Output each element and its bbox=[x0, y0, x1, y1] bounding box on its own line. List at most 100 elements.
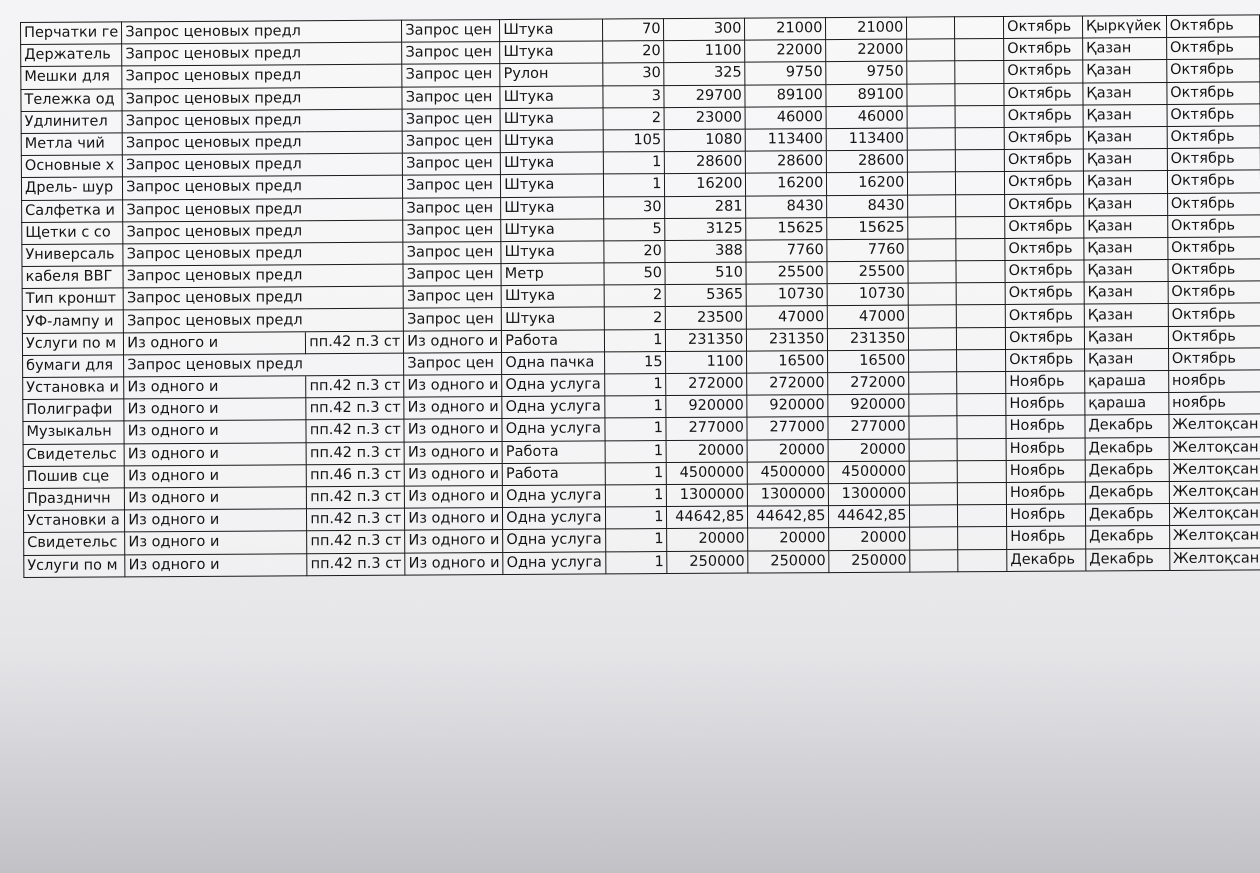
cell-empty bbox=[956, 349, 1006, 372]
cell-unit: Одна услуга bbox=[502, 484, 606, 508]
cell-legal-basis: пп.42 п.3 ст bbox=[307, 552, 406, 576]
cell-month-ru: Октябрь bbox=[1003, 38, 1083, 61]
cell-unit: Штука bbox=[500, 196, 604, 220]
cell-month-ru-alt: Октябрь bbox=[1167, 281, 1260, 304]
cell-planned-sum: 16200 bbox=[826, 172, 908, 196]
cell-month-kz: Қыркүйек bbox=[1082, 15, 1167, 39]
cell-total-sum: 231350 bbox=[746, 328, 828, 351]
cell-legal-basis bbox=[305, 242, 404, 265]
cell-quantity: 2 bbox=[603, 306, 666, 330]
cell-unit: Рулон bbox=[499, 63, 603, 87]
cell-total-sum: 9750 bbox=[745, 61, 827, 85]
cell-empty bbox=[907, 61, 956, 84]
cell-unit: Одна услуга bbox=[502, 551, 606, 575]
cell-unit: Штука bbox=[500, 85, 603, 109]
cell-planned-sum: 46000 bbox=[826, 105, 908, 129]
cell-total-sum: 1300000 bbox=[747, 483, 829, 507]
cell-total-sum: 20000 bbox=[747, 439, 829, 462]
cell-month-ru: Ноябрь bbox=[1006, 504, 1086, 527]
cell-method-short: Из одного и bbox=[404, 507, 503, 531]
cell-month-kz: Қазан bbox=[1083, 237, 1168, 261]
cell-method-short: Из одного и bbox=[404, 396, 503, 420]
cell-month-ru: Октябрь bbox=[1005, 326, 1085, 350]
cell-quantity: 15 bbox=[604, 351, 667, 374]
cell-legal-basis bbox=[304, 131, 403, 154]
cell-quantity: 2 bbox=[602, 107, 665, 130]
cell-unit-price: 231350 bbox=[665, 328, 747, 352]
cell-unit: Штука bbox=[500, 129, 603, 153]
cell-item-name: Держатель bbox=[20, 44, 123, 67]
cell-empty bbox=[907, 194, 957, 217]
cell-month-ru-alt: Октябрь bbox=[1167, 236, 1260, 260]
cell-month-ru-alt: Октябрь bbox=[1167, 214, 1260, 238]
cell-total-sum: 8430 bbox=[745, 195, 828, 218]
cell-unit: Работа bbox=[502, 462, 605, 486]
cell-total-sum: 7760 bbox=[746, 239, 828, 263]
cell-planned-sum: 250000 bbox=[829, 549, 911, 573]
cell-total-sum: 28600 bbox=[745, 150, 827, 174]
cell-month-kz: Қазан bbox=[1083, 148, 1168, 172]
cell-month-kz: Қазан bbox=[1082, 82, 1167, 105]
cell-empty bbox=[958, 548, 1007, 572]
cell-month-ru: Ноябрь bbox=[1006, 481, 1086, 505]
cell-quantity: 50 bbox=[603, 262, 666, 286]
cell-planned-sum: 1300000 bbox=[828, 483, 910, 506]
cell-unit: Одна услуга bbox=[501, 373, 605, 397]
cell-month-ru-alt: ноябрь bbox=[1168, 392, 1260, 415]
cell-planned-sum: 28600 bbox=[826, 150, 908, 173]
cell-method-short: Запрос цен bbox=[402, 174, 501, 198]
cell-empty bbox=[908, 327, 957, 350]
cell-method-short: Из одного и bbox=[404, 463, 503, 487]
cell-item-name: УФ-лампу и bbox=[22, 310, 124, 334]
cell-total-sum: 20000 bbox=[748, 527, 830, 551]
cell-month-kz: Қазан bbox=[1083, 215, 1168, 238]
cell-item-name: Свидетельс bbox=[23, 443, 125, 467]
cell-method-short: Из одного и bbox=[404, 441, 503, 464]
cell-unit-price: 28600 bbox=[664, 151, 746, 174]
cell-empty bbox=[957, 482, 1007, 505]
cell-month-ru: Октябрь bbox=[1003, 82, 1083, 106]
cell-legal-basis bbox=[304, 175, 403, 199]
cell-unit-price: 388 bbox=[665, 239, 747, 263]
cell-unit: Штука bbox=[501, 240, 604, 264]
cell-unit-price: 23000 bbox=[664, 106, 746, 130]
cell-procurement-method: Запрос ценовых предл bbox=[123, 353, 306, 377]
cell-method-short: Из одного и bbox=[404, 418, 503, 442]
cell-unit-price: 1100 bbox=[665, 350, 748, 374]
cell-unit: Одна услуга bbox=[502, 396, 605, 419]
cell-item-name: Основные х bbox=[21, 155, 123, 178]
cell-item-name: кабеля ВВГ bbox=[21, 265, 124, 289]
cell-month-ru: Ноябрь bbox=[1005, 393, 1085, 416]
cell-legal-basis bbox=[305, 286, 404, 310]
cell-empty bbox=[909, 393, 958, 417]
cell-planned-sum: 7760 bbox=[827, 238, 909, 262]
cell-item-name: Пошив сце bbox=[23, 465, 125, 489]
cell-procurement-method: Из одного и bbox=[124, 397, 307, 422]
cell-unit-price: 4500000 bbox=[666, 461, 748, 485]
cell-empty bbox=[957, 393, 1007, 417]
cell-unit: Одна услуга bbox=[502, 418, 605, 442]
cell-month-kz: Декабрь bbox=[1085, 503, 1170, 527]
cell-total-sum: 16500 bbox=[746, 350, 829, 374]
cell-month-ru: Ноябрь bbox=[1005, 371, 1085, 394]
cell-quantity: 1 bbox=[604, 484, 667, 508]
cell-empty bbox=[955, 171, 1005, 195]
cell-legal-basis: пп.42 п.3 ст bbox=[306, 508, 405, 532]
cell-month-kz: Декабрь bbox=[1084, 414, 1169, 438]
cell-quantity: 1 bbox=[604, 440, 667, 463]
cell-item-name: Универсаль bbox=[21, 243, 124, 267]
cell-quantity: 30 bbox=[602, 62, 665, 86]
cell-planned-sum: 231350 bbox=[827, 327, 909, 351]
cell-month-ru: Октябрь bbox=[1004, 193, 1084, 217]
cell-quantity: 20 bbox=[602, 40, 665, 64]
cell-month-ru-alt: Октябрь bbox=[1167, 192, 1260, 216]
cell-month-ru-alt: Октябрь bbox=[1166, 125, 1260, 149]
cell-legal-basis: пп.42 п.3 ст bbox=[306, 441, 405, 465]
cell-month-ru: Октябрь bbox=[1005, 348, 1085, 372]
cell-item-name: Свидетельс bbox=[23, 532, 126, 555]
cell-unit: Работа bbox=[501, 329, 605, 353]
cell-method-short: Запрос цен bbox=[403, 263, 502, 287]
cell-unit-price: 300 bbox=[663, 18, 746, 41]
cell-empty bbox=[909, 438, 958, 461]
cell-month-ru: Октябрь bbox=[1004, 237, 1084, 261]
